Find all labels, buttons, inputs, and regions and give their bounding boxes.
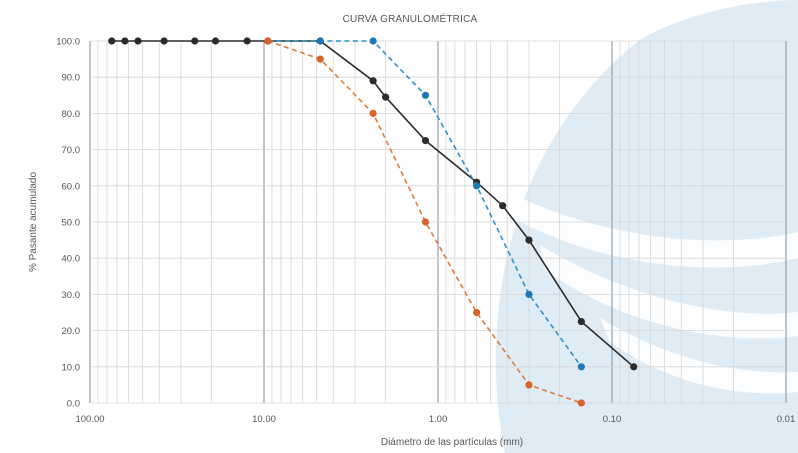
x-tick-label: 100.00 — [75, 414, 104, 425]
data-point — [121, 37, 129, 45]
data-point — [577, 363, 585, 371]
y-axis-label: % Pasante acumulado — [28, 172, 39, 273]
y-tick-label: 30.0 — [62, 290, 81, 301]
x-tick-label: 10.00 — [252, 414, 276, 425]
y-tick-label: 40.0 — [62, 254, 81, 265]
data-point — [473, 182, 481, 190]
y-tick-label: 60.0 — [62, 181, 81, 192]
data-point — [421, 218, 430, 226]
x-axis-label: Diámetro de las partículas (mm) — [381, 437, 523, 448]
background-stripe — [600, 318, 798, 394]
data-point — [191, 37, 199, 45]
data-point — [264, 37, 272, 45]
y-tick-label: 70.0 — [62, 145, 81, 156]
y-tick-label: 100.0 — [56, 37, 80, 48]
data-point — [316, 37, 324, 45]
x-tick-label: 0.10 — [603, 414, 622, 425]
data-point — [211, 37, 220, 45]
data-point — [108, 37, 116, 45]
data-point — [421, 91, 430, 99]
grid — [89, 40, 787, 404]
data-point — [369, 37, 377, 45]
data-point — [369, 109, 377, 117]
data-point — [577, 317, 585, 326]
y-tick-label: 10.0 — [62, 362, 81, 373]
x-tick-label: 0.01 — [777, 414, 796, 425]
series-3 — [264, 37, 585, 407]
data-point — [630, 363, 638, 371]
background-decoration — [495, 0, 798, 453]
y-tick-label: 80.0 — [62, 109, 81, 120]
data-point — [243, 37, 251, 45]
data-point — [369, 77, 377, 85]
tick-labels: 0.010.020.030.040.050.060.070.080.090.01… — [56, 37, 795, 426]
data-point — [134, 37, 142, 45]
data-point — [473, 308, 481, 317]
data-point — [382, 93, 390, 101]
data-point — [499, 202, 507, 210]
data-point — [577, 399, 585, 407]
y-tick-label: 0.0 — [67, 399, 80, 410]
data-point — [525, 381, 533, 389]
chart-title: CURVA GRANULOMÉTRICA — [343, 12, 478, 25]
x-tick-label: 1.00 — [429, 414, 448, 425]
y-tick-label: 20.0 — [62, 326, 81, 337]
y-tick-label: 90.0 — [62, 73, 81, 84]
data-point — [160, 37, 168, 45]
background-stripe — [505, 190, 798, 268]
data-point — [525, 236, 533, 244]
data-point — [316, 55, 324, 63]
y-tick-label: 50.0 — [62, 218, 81, 229]
data-point — [525, 290, 533, 298]
data-point — [421, 136, 430, 145]
series-layer — [108, 37, 638, 407]
